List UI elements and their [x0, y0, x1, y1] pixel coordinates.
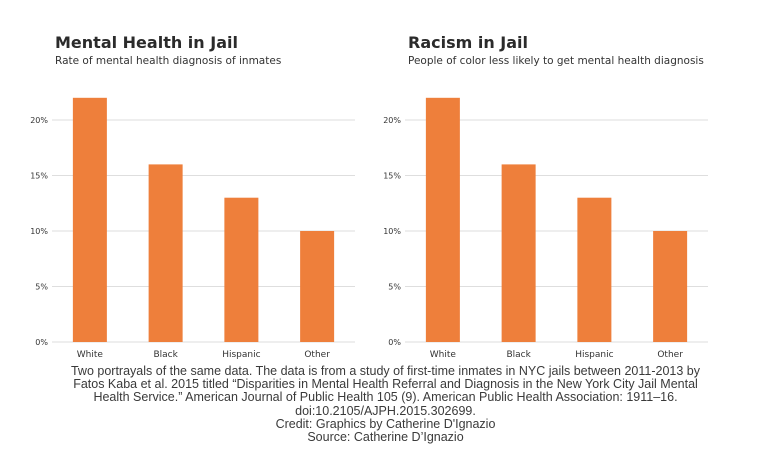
- x-tick-label: Hispanic: [222, 350, 260, 360]
- y-tick-label: 0%: [35, 338, 48, 347]
- y-tick-label: 5%: [388, 283, 401, 292]
- bar-hispanic: [577, 197, 612, 342]
- bar-black: [148, 164, 183, 342]
- x-tick-label: Black: [153, 350, 178, 360]
- x-tick-label: White: [430, 350, 457, 360]
- bar-white: [72, 97, 107, 342]
- chart-plot-area: 0% 5% 10% 15% 20% White Black Hispanic Other: [30, 97, 355, 360]
- caption-line: Health Service.” American Journal of Pub…: [93, 390, 678, 405]
- bar-other: [300, 231, 335, 342]
- chart-title: Racism in Jail: [408, 33, 529, 52]
- y-tick-label: 0%: [388, 338, 401, 347]
- bar-white: [425, 97, 460, 342]
- chart-title: Mental Health in Jail: [55, 33, 238, 52]
- y-tick-label: 20%: [383, 116, 401, 125]
- chart-subtitle: Rate of mental health diagnosis of inmat…: [55, 55, 282, 67]
- x-tick-label: Black: [506, 350, 531, 360]
- chart-racism: Racism in Jail People of color less like…: [353, 0, 738, 370]
- caption-line: Source: Catherine D’Ignazio: [307, 430, 464, 445]
- y-tick-label: 15%: [30, 172, 48, 181]
- x-tick-label: White: [77, 350, 104, 360]
- caption-line: doi:10.2105/AJPH.2015.302699.: [295, 403, 476, 418]
- caption-line: Fatos Kaba et al. 2015 titled “Dispariti…: [73, 377, 698, 392]
- caption-line: Credit: Graphics by Catherine D'Ignazio: [275, 416, 496, 431]
- chart-mental-health: Mental Health in Jail Rate of mental hea…: [0, 0, 385, 370]
- y-tick-label: 15%: [383, 172, 401, 181]
- y-tick-label: 20%: [30, 116, 48, 125]
- chart-plot-area: 0% 5% 10% 15% 20% White Black Hispanic Other: [383, 97, 708, 360]
- y-tick-label: 10%: [383, 227, 401, 236]
- bar-other: [653, 231, 688, 342]
- caption-line: Two portrayals of the same data. The dat…: [70, 364, 700, 378]
- chart-subtitle: People of color less likely to get menta…: [408, 55, 704, 67]
- x-tick-label: Other: [304, 350, 330, 360]
- figure-caption: Two portrayals of the same data. The dat…: [0, 364, 771, 445]
- bar-hispanic: [224, 197, 259, 342]
- y-tick-label: 5%: [35, 283, 48, 292]
- bar-black: [501, 164, 536, 342]
- x-tick-label: Hispanic: [575, 350, 613, 360]
- y-tick-label: 10%: [30, 227, 48, 236]
- x-tick-label: Other: [657, 350, 683, 360]
